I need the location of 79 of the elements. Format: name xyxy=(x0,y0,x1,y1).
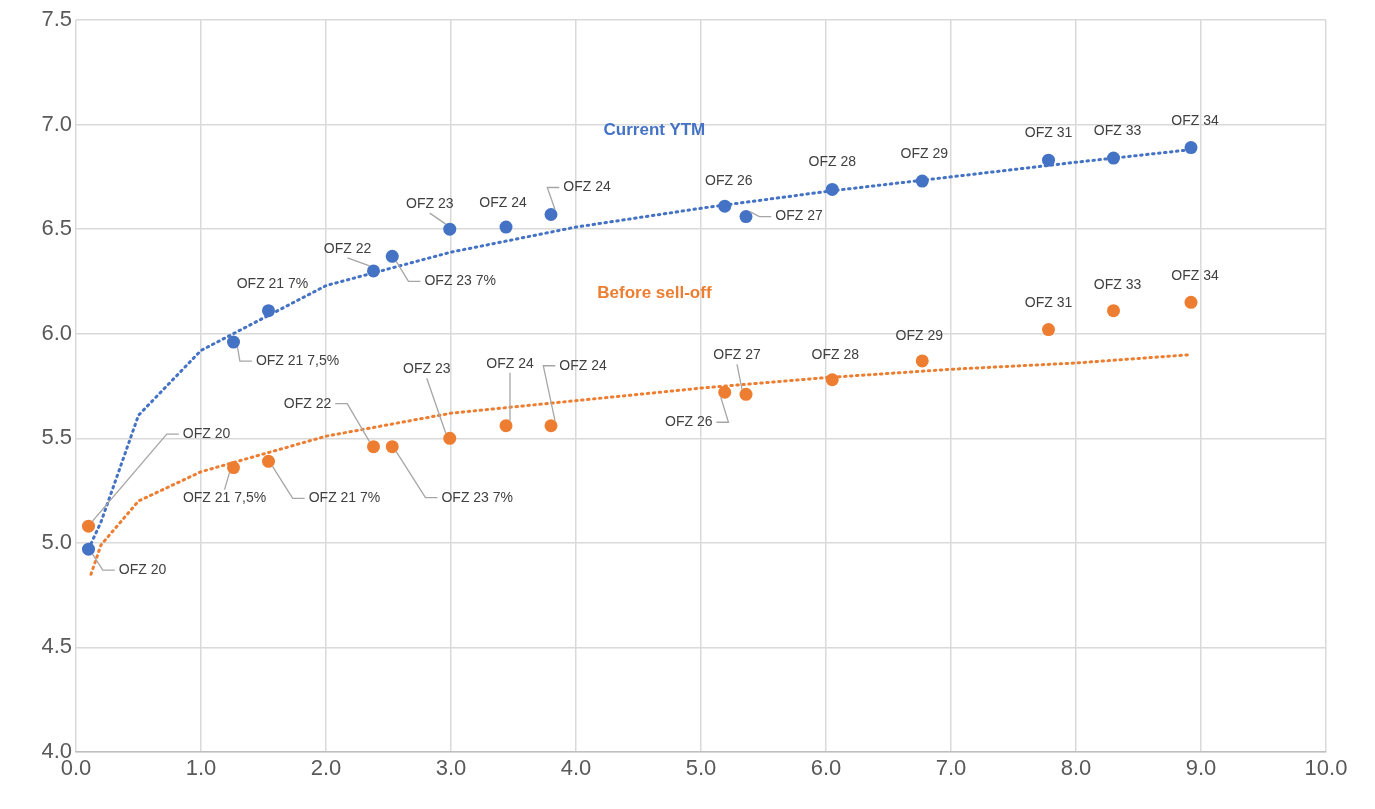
point xyxy=(262,454,275,468)
x-tick-label: 10.0 xyxy=(1304,755,1348,781)
annotation: OFZ 26 xyxy=(665,413,713,430)
point xyxy=(1184,295,1198,309)
x-tick-label: 1.0 xyxy=(185,755,217,781)
point xyxy=(1184,141,1198,155)
annotation: OFZ 27 xyxy=(713,346,761,363)
annotation: OFZ 23 7% xyxy=(424,272,497,289)
x-tick-label: 6.0 xyxy=(810,755,842,781)
annotation: OFZ 29 xyxy=(900,144,949,161)
annotation: OFZ 33 xyxy=(1093,275,1142,292)
point xyxy=(227,335,240,349)
annotation: OFZ 28 xyxy=(808,153,857,170)
annotation: OFZ 34 xyxy=(1171,112,1219,129)
annotation: OFZ 24 xyxy=(559,356,607,373)
annotation: OFZ 31 xyxy=(1024,123,1073,140)
y-tick-label: 6.0 xyxy=(41,319,72,345)
annotation: OFZ 23 xyxy=(403,360,451,377)
y-tick-label: 5.0 xyxy=(41,528,72,554)
annotation: OFZ 28 xyxy=(811,345,860,362)
x-tick-label: 5.0 xyxy=(685,755,717,781)
y-tick-label: 4.5 xyxy=(41,633,72,659)
point xyxy=(385,440,399,454)
annotation: OFZ 22 xyxy=(323,239,372,256)
point xyxy=(1107,151,1120,165)
point xyxy=(82,542,95,556)
annotation: OFZ 24 xyxy=(479,193,527,210)
annotation: OFZ 26 xyxy=(705,172,753,188)
point xyxy=(718,385,732,399)
annotation: OFZ 20 xyxy=(118,560,167,577)
point xyxy=(367,440,380,454)
point xyxy=(385,249,399,263)
point xyxy=(825,182,839,196)
point xyxy=(739,210,753,224)
annotation: OFZ 29 xyxy=(895,326,944,343)
x-tick-label: 4.0 xyxy=(560,755,592,781)
annotation: OFZ 24 xyxy=(563,178,611,195)
point xyxy=(1042,153,1055,167)
point xyxy=(1042,323,1055,337)
point xyxy=(443,222,457,236)
annotation: OFZ 20 xyxy=(182,424,231,441)
annotation: OFZ 21 7% xyxy=(308,489,381,506)
annotation: OFZ 31 xyxy=(1024,294,1073,311)
point xyxy=(825,373,839,387)
y-tick-label: 6.5 xyxy=(41,215,72,241)
annotation: OFZ 23 7% xyxy=(441,488,514,505)
text: Before sell-off xyxy=(597,282,712,302)
point xyxy=(443,431,457,445)
x-tick-label: 8.0 xyxy=(1060,755,1092,781)
annotation: OFZ 27 xyxy=(775,207,823,224)
point xyxy=(499,419,513,433)
text: Current YTM xyxy=(603,119,706,139)
point xyxy=(1107,304,1120,318)
annotation: OFZ 21 7,5% xyxy=(255,351,340,368)
point xyxy=(718,199,732,213)
y-tick-label: 7.5 xyxy=(41,6,72,32)
annotation: OFZ 22 xyxy=(283,394,332,411)
point xyxy=(367,264,380,278)
x-tick-label: 3.0 xyxy=(435,755,467,781)
point xyxy=(262,304,275,318)
annotation: OFZ 33 xyxy=(1093,121,1142,138)
point xyxy=(499,220,513,234)
point xyxy=(739,387,753,401)
point xyxy=(544,419,558,433)
point xyxy=(544,208,558,221)
annotation: OFZ 23 xyxy=(406,195,454,211)
y-tick-label: 7.0 xyxy=(41,110,72,136)
point xyxy=(227,461,240,475)
y-tick-label: 5.5 xyxy=(41,424,72,450)
point xyxy=(915,354,929,368)
x-tick-label: 2.0 xyxy=(310,755,342,781)
point xyxy=(915,174,929,188)
x-tick-label: 9.0 xyxy=(1185,755,1217,781)
x-tick-label: 7.0 xyxy=(935,755,967,781)
annotation: OFZ 24 xyxy=(486,354,534,371)
annotation: OFZ 34 xyxy=(1171,267,1219,284)
annotation: OFZ 21 7% xyxy=(236,274,309,291)
point xyxy=(82,519,95,533)
annotation: OFZ 21 7,5% xyxy=(182,489,267,506)
